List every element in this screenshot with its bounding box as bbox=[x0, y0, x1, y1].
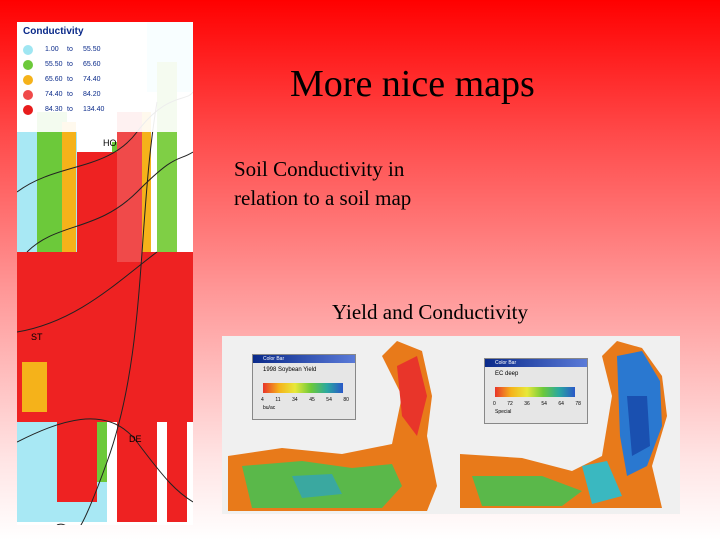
yield-colorbar-gradient bbox=[263, 383, 343, 393]
legend-low-value: 65.60 bbox=[45, 76, 63, 83]
yield-colorbar-window[interactable]: Color Bar 1998 Soybean Yield 4 11 34 45 54 80… bbox=[252, 354, 356, 420]
legend-high-value: 55.50 bbox=[83, 46, 101, 53]
legend-separator: to bbox=[67, 76, 73, 83]
ec-colorbar-titlebar: Color Bar bbox=[485, 359, 587, 367]
ec-colorbar-window[interactable]: Color Bar EC deep 0 72 36 54 64 78 Special bbox=[484, 358, 588, 424]
ec-colorbar-tick: 72 bbox=[507, 401, 513, 407]
yield-colorbar-ticks: 4 11 34 45 54 80 bbox=[261, 397, 349, 403]
ec-colorbar-ticks: 0 72 36 54 64 78 bbox=[493, 401, 581, 407]
conductivity-legend: Conductivity 1.00 to 55.50 55.50 to 65.60 65.6… bbox=[17, 22, 193, 132]
subcaption: Yield and Conductivity bbox=[332, 300, 528, 324]
conductivity-map: Conductivity 1.00 to 55.50 55.50 to 65.60 65.6… bbox=[17, 22, 193, 525]
legend-row: 74.40 to 84.20 bbox=[23, 89, 183, 101]
yield-colorbar-unit: bu/ac bbox=[263, 405, 276, 411]
body-line-1: Soil Conductivity in bbox=[234, 157, 405, 181]
body-text: Soil Conductivity in relation to a soil … bbox=[234, 155, 494, 213]
legend-high-value: 74.40 bbox=[83, 76, 101, 83]
yield-colorbar-tick: 54 bbox=[326, 397, 332, 403]
legend-low-value: 55.50 bbox=[45, 61, 63, 68]
ec-colorbar-unit: Special bbox=[495, 409, 512, 415]
legend-separator: to bbox=[67, 91, 73, 98]
ec-colorbar-tick: 36 bbox=[524, 401, 530, 407]
ec-colorbar-gradient bbox=[495, 387, 575, 397]
ec-colorbar-tick: 0 bbox=[493, 401, 496, 407]
legend-swatch bbox=[23, 90, 33, 100]
yield-colorbar-titlebar: Color Bar bbox=[253, 355, 355, 363]
legend-low-value: 84.30 bbox=[45, 106, 63, 113]
legend-swatch bbox=[23, 105, 33, 115]
ec-colorbar-tick: 78 bbox=[575, 401, 581, 407]
body-line-2: relation to a soil map bbox=[234, 186, 412, 210]
yield-colorbar-tick: 45 bbox=[309, 397, 315, 403]
yield-colorbar-tick: 4 bbox=[261, 397, 264, 403]
ec-colorbar-tick: 64 bbox=[558, 401, 564, 407]
soil-label-st: ST bbox=[31, 332, 43, 342]
yield-colorbar-heading: 1998 Soybean Yield bbox=[263, 367, 317, 373]
ec-colorbar-tick: 54 bbox=[541, 401, 547, 407]
legend-row: 1.00 to 55.50 bbox=[23, 44, 183, 56]
legend-separator: to bbox=[67, 46, 73, 53]
legend-row: 55.50 to 65.60 bbox=[23, 59, 183, 71]
legend-separator: to bbox=[67, 61, 73, 68]
slide-title: More nice maps bbox=[290, 63, 535, 105]
ec-colorbar-heading: EC deep bbox=[495, 371, 519, 377]
legend-high-value: 134.40 bbox=[83, 106, 105, 113]
legend-swatch bbox=[23, 60, 33, 70]
yield-colorbar-tick: 11 bbox=[275, 397, 281, 403]
legend-title: Conductivity bbox=[23, 26, 84, 37]
legend-separator: to bbox=[67, 106, 73, 113]
soil-label-ho: HO bbox=[103, 138, 117, 148]
legend-high-value: 65.60 bbox=[83, 61, 101, 68]
soil-label-de: DE bbox=[129, 434, 142, 444]
legend-high-value: 84.20 bbox=[83, 91, 101, 98]
legend-row: 84.30 to 134.40 bbox=[23, 104, 183, 116]
legend-swatch bbox=[23, 45, 33, 55]
legend-row: 65.60 to 74.40 bbox=[23, 74, 183, 86]
yield-colorbar-tick: 80 bbox=[343, 397, 349, 403]
legend-low-value: 74.40 bbox=[45, 91, 63, 98]
yield-colorbar-tick: 34 bbox=[292, 397, 298, 403]
legend-low-value: 1.00 bbox=[45, 46, 59, 53]
legend-swatch bbox=[23, 75, 33, 85]
yield-conductivity-image: Color Bar 1998 Soybean Yield 4 11 34 45 54 80… bbox=[222, 336, 680, 514]
